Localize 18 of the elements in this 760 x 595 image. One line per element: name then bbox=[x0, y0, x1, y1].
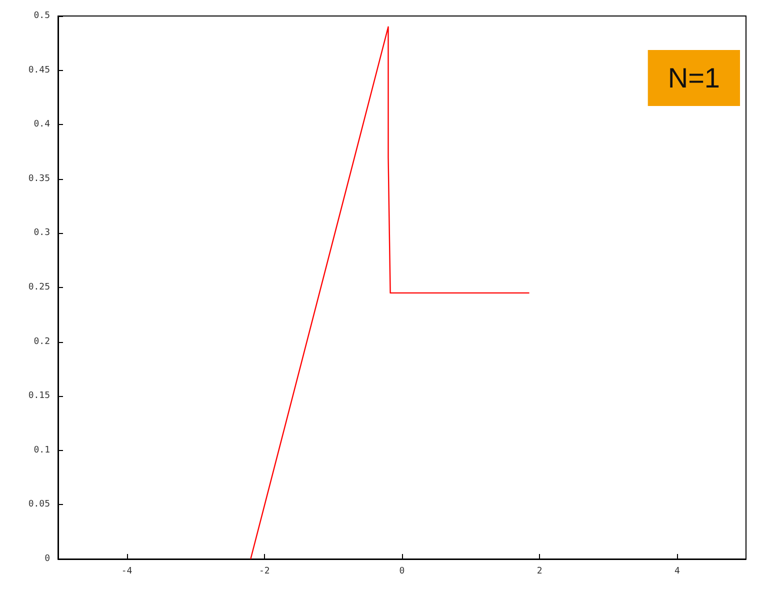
y-tick-label: 0.3 bbox=[34, 228, 50, 238]
x-tick-label: -2 bbox=[258, 566, 270, 576]
y-tick-label: 0.15 bbox=[28, 391, 50, 402]
y-tick-label: 0.45 bbox=[28, 65, 50, 76]
y-tick-label: 0.2 bbox=[34, 336, 50, 347]
y-tick-label: 0.5 bbox=[34, 11, 50, 21]
x-tick-label: 0 bbox=[399, 566, 405, 576]
y-tick-label: 0 bbox=[44, 554, 50, 564]
y-tick-label: 0.4 bbox=[34, 120, 50, 130]
y-tick-label: 0.05 bbox=[28, 500, 50, 510]
x-tick-label: 4 bbox=[674, 566, 680, 576]
x-tick-label: -4 bbox=[121, 566, 132, 576]
x-tick-label: 2 bbox=[536, 566, 542, 576]
line-series bbox=[250, 26, 530, 560]
y-tick-label: 0.1 bbox=[34, 445, 50, 456]
y-tick-label: 0.35 bbox=[28, 174, 50, 184]
annotation: N=1 bbox=[668, 62, 720, 94]
y-tick-label: 0.25 bbox=[28, 282, 50, 292]
